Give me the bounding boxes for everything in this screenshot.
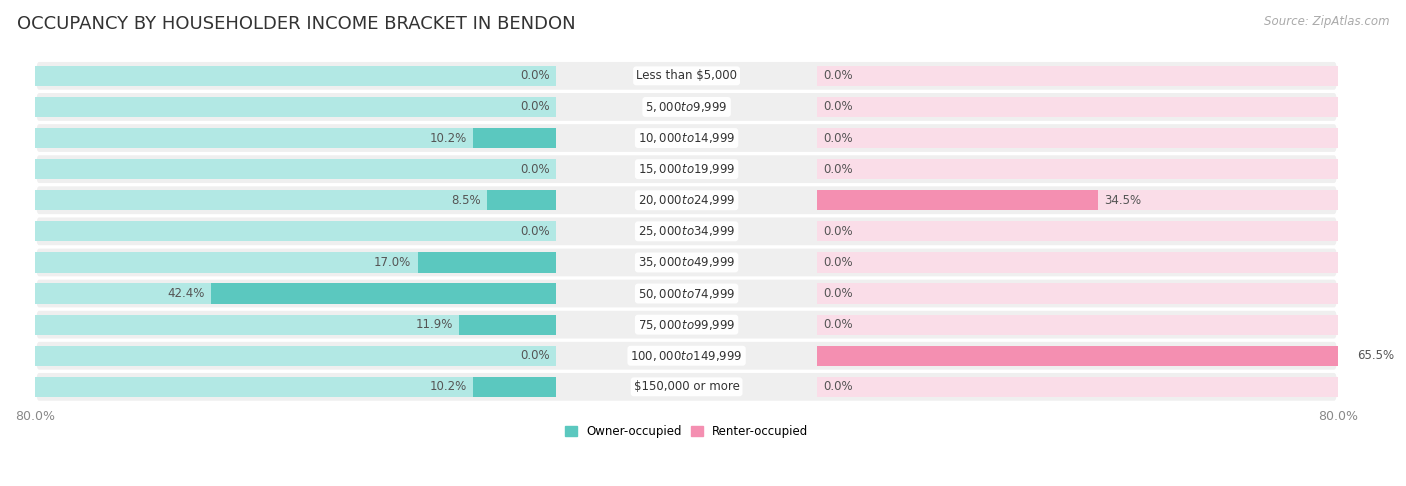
Bar	[817, 190, 1098, 210]
FancyBboxPatch shape	[35, 341, 1339, 371]
Bar	[474, 377, 557, 397]
FancyBboxPatch shape	[35, 92, 1339, 122]
Text: 0.0%: 0.0%	[520, 69, 550, 82]
Text: $100,000 to $149,999: $100,000 to $149,999	[630, 349, 742, 363]
Bar	[35, 128, 557, 148]
Bar	[817, 283, 1339, 304]
Text: $10,000 to $14,999: $10,000 to $14,999	[638, 131, 735, 145]
Bar	[817, 346, 1339, 366]
Bar	[35, 377, 557, 397]
Bar	[35, 190, 557, 210]
Text: 0.0%: 0.0%	[824, 256, 853, 269]
Text: $75,000 to $99,999: $75,000 to $99,999	[638, 318, 735, 331]
Bar	[35, 97, 557, 117]
Text: $150,000 or more: $150,000 or more	[634, 381, 740, 393]
Bar	[35, 159, 557, 179]
FancyBboxPatch shape	[35, 61, 1339, 91]
Text: $5,000 to $9,999: $5,000 to $9,999	[645, 100, 728, 114]
Bar	[817, 252, 1339, 273]
Bar	[817, 66, 1339, 86]
Text: 0.0%: 0.0%	[824, 132, 853, 144]
Text: 42.4%: 42.4%	[167, 287, 204, 300]
Text: 8.5%: 8.5%	[451, 194, 481, 207]
Bar	[817, 190, 1339, 210]
Bar	[817, 159, 1339, 179]
Bar	[817, 346, 1350, 366]
Text: 0.0%: 0.0%	[520, 349, 550, 362]
Text: 10.2%: 10.2%	[429, 381, 467, 393]
FancyBboxPatch shape	[35, 154, 1339, 184]
Text: OCCUPANCY BY HOUSEHOLDER INCOME BRACKET IN BENDON: OCCUPANCY BY HOUSEHOLDER INCOME BRACKET …	[17, 15, 575, 33]
Text: Source: ZipAtlas.com: Source: ZipAtlas.com	[1264, 15, 1389, 28]
Text: 0.0%: 0.0%	[520, 225, 550, 238]
Text: 34.5%: 34.5%	[1105, 194, 1142, 207]
Text: $35,000 to $49,999: $35,000 to $49,999	[638, 256, 735, 269]
FancyBboxPatch shape	[35, 185, 1339, 215]
FancyBboxPatch shape	[35, 247, 1339, 278]
FancyBboxPatch shape	[35, 216, 1339, 246]
Bar	[35, 221, 557, 242]
Text: Less than $5,000: Less than $5,000	[636, 69, 737, 82]
Text: 0.0%: 0.0%	[824, 318, 853, 331]
FancyBboxPatch shape	[35, 310, 1339, 340]
Text: 65.5%: 65.5%	[1357, 349, 1395, 362]
FancyBboxPatch shape	[35, 123, 1339, 153]
Text: $50,000 to $74,999: $50,000 to $74,999	[638, 287, 735, 300]
Text: 11.9%: 11.9%	[415, 318, 453, 331]
Text: 10.2%: 10.2%	[429, 132, 467, 144]
Legend: Owner-occupied, Renter-occupied: Owner-occupied, Renter-occupied	[560, 420, 813, 443]
Bar	[474, 128, 557, 148]
Text: 0.0%: 0.0%	[520, 163, 550, 175]
Text: 0.0%: 0.0%	[824, 163, 853, 175]
Bar	[35, 314, 557, 335]
Bar	[35, 66, 557, 86]
Bar	[817, 314, 1339, 335]
Bar	[817, 377, 1339, 397]
Bar	[35, 283, 557, 304]
Bar	[35, 252, 557, 273]
Bar	[817, 221, 1339, 242]
Bar	[817, 97, 1339, 117]
Text: 0.0%: 0.0%	[824, 69, 853, 82]
FancyBboxPatch shape	[35, 278, 1339, 309]
Text: 17.0%: 17.0%	[374, 256, 412, 269]
Text: 0.0%: 0.0%	[824, 101, 853, 113]
FancyBboxPatch shape	[35, 372, 1339, 402]
Bar	[35, 346, 557, 366]
Bar	[460, 314, 557, 335]
Bar	[418, 252, 557, 273]
Bar	[211, 283, 557, 304]
Text: 0.0%: 0.0%	[824, 287, 853, 300]
Text: $25,000 to $34,999: $25,000 to $34,999	[638, 225, 735, 238]
Bar	[817, 128, 1339, 148]
Bar	[486, 190, 557, 210]
Text: 0.0%: 0.0%	[824, 381, 853, 393]
Text: 0.0%: 0.0%	[824, 225, 853, 238]
Text: $20,000 to $24,999: $20,000 to $24,999	[638, 193, 735, 207]
Text: $15,000 to $19,999: $15,000 to $19,999	[638, 162, 735, 176]
Text: 0.0%: 0.0%	[520, 101, 550, 113]
